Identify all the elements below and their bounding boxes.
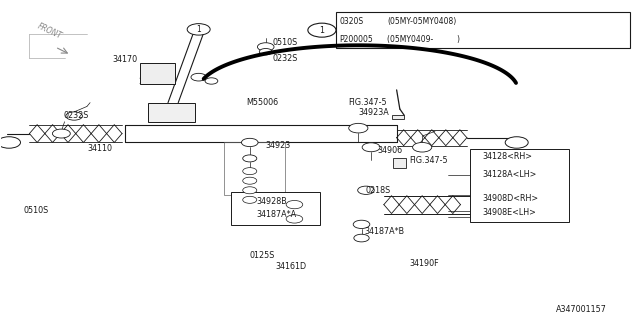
Text: 34128<RH>: 34128<RH>	[483, 152, 533, 161]
Bar	[478, 192, 490, 217]
Text: 0125S: 0125S	[250, 251, 275, 260]
Circle shape	[286, 215, 303, 223]
Text: 34923: 34923	[266, 141, 291, 150]
Circle shape	[241, 138, 258, 147]
Circle shape	[286, 200, 303, 209]
Text: 34928B: 34928B	[256, 197, 287, 206]
Text: 34908D<RH>: 34908D<RH>	[483, 194, 539, 203]
Circle shape	[505, 137, 528, 148]
Text: FIG.347-5: FIG.347-5	[410, 156, 448, 164]
Circle shape	[243, 196, 257, 203]
Bar	[488, 196, 495, 213]
Circle shape	[187, 24, 210, 35]
Bar	[148, 103, 195, 122]
Text: 0218S: 0218S	[366, 186, 391, 195]
Text: M55006: M55006	[246, 98, 278, 107]
Bar	[224, 142, 285, 195]
Text: 34161D: 34161D	[275, 262, 307, 271]
Text: 34906: 34906	[378, 146, 403, 155]
Bar	[470, 149, 569, 222]
Text: FIG.347-5: FIG.347-5	[349, 98, 387, 107]
Bar	[230, 192, 320, 225]
Text: 34187A*A: 34187A*A	[256, 210, 296, 219]
Circle shape	[243, 187, 257, 194]
Text: (05MY-05MY0408): (05MY-05MY0408)	[387, 17, 456, 26]
Text: 34190F: 34190F	[410, 259, 439, 268]
Text: 34110: 34110	[88, 144, 113, 153]
Circle shape	[353, 220, 370, 228]
Text: 1: 1	[319, 26, 324, 35]
Text: 0510S: 0510S	[23, 206, 48, 215]
Circle shape	[243, 177, 257, 184]
Text: P200005: P200005	[339, 35, 373, 44]
Text: 34923A: 34923A	[358, 108, 389, 117]
Circle shape	[52, 129, 70, 138]
Circle shape	[308, 23, 336, 37]
Bar	[336, 12, 630, 49]
Circle shape	[413, 142, 432, 152]
Bar	[394, 158, 406, 168]
Text: 0232S: 0232S	[63, 111, 89, 120]
Text: (05MY0409-          ): (05MY0409- )	[387, 35, 460, 44]
Circle shape	[66, 112, 83, 120]
Bar	[140, 63, 175, 84]
Bar	[392, 116, 404, 119]
Circle shape	[358, 186, 374, 195]
Text: 34187A*B: 34187A*B	[365, 227, 405, 236]
Text: 0510S: 0510S	[272, 38, 298, 47]
Circle shape	[354, 234, 369, 242]
Circle shape	[259, 49, 272, 55]
Text: 1: 1	[196, 25, 201, 34]
Circle shape	[362, 143, 380, 152]
Circle shape	[349, 123, 368, 133]
Text: 0320S: 0320S	[339, 17, 364, 26]
Text: 34908E<LH>: 34908E<LH>	[483, 208, 537, 217]
Text: 0232S: 0232S	[272, 53, 298, 62]
Circle shape	[0, 137, 20, 148]
Circle shape	[243, 155, 257, 162]
Text: FRONT: FRONT	[36, 21, 63, 41]
Text: 34128A<LH>: 34128A<LH>	[483, 170, 537, 179]
Text: 34170: 34170	[113, 55, 138, 64]
Circle shape	[191, 73, 206, 81]
Circle shape	[257, 43, 274, 51]
Circle shape	[243, 168, 257, 175]
Circle shape	[205, 78, 218, 84]
Text: A347001157: A347001157	[556, 305, 607, 314]
